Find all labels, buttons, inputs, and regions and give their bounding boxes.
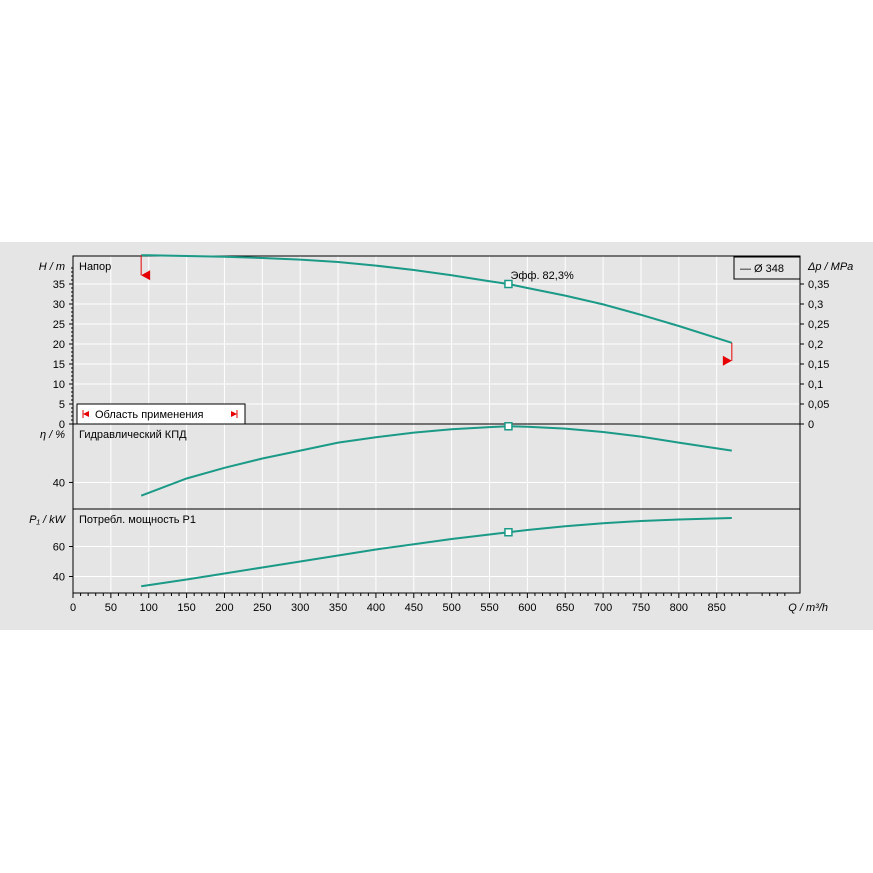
y-right-tick-label: 0,05: [808, 399, 829, 411]
legend-box: [733, 256, 801, 280]
y-tick-label: 20: [53, 339, 65, 351]
x-tick-label: 800: [670, 602, 688, 614]
y-axis-label: η / %: [40, 429, 65, 441]
y-right-tick-label: 0,25: [808, 319, 829, 331]
operating-point-marker: [504, 279, 513, 289]
legend-entry: — Ø 348: [740, 263, 784, 275]
application-range-box: Область применения: [76, 403, 246, 425]
x-tick-label: 650: [556, 602, 574, 614]
y-right-tick-label: 0,35: [808, 279, 829, 291]
performance-curve: [141, 254, 733, 344]
range-box-label: Область применения: [95, 409, 204, 421]
panel-title: Напор: [79, 261, 111, 273]
x-tick-label: 450: [405, 602, 423, 614]
y-right-tick-label: 0,2: [808, 339, 823, 351]
y-right-axis-label: Δp / MPa: [807, 261, 853, 273]
x-tick-label: 550: [480, 602, 498, 614]
chart-svg: 0 50 100 150 200 250 300 350 400 450 500 550 600 650 7…: [29, 254, 853, 614]
pump-curve-chart: 0 50 100 150 200 250 300 350 400 450 500 550 600 650 7…: [0, 242, 873, 630]
x-tick-label: 850: [708, 602, 726, 614]
performance-curve: [141, 517, 732, 588]
panel-title: Гидравлический КПД: [79, 429, 187, 441]
y-right-tick-label: 0: [808, 419, 814, 431]
x-tick-label: 300: [291, 602, 309, 614]
range-box-left-arrow: [83, 411, 89, 417]
x-tick-label: 500: [442, 602, 460, 614]
x-tick-label: 150: [177, 602, 195, 614]
y-tick-label: 10: [53, 379, 65, 391]
performance-curve: [140, 425, 732, 497]
range-limit-arrow: [722, 355, 732, 366]
y-tick-label: 40: [53, 572, 65, 584]
y-tick-label: 0: [59, 419, 65, 431]
y-right-tick-label: 0,3: [808, 299, 823, 311]
x-tick-label: 750: [632, 602, 650, 614]
x-tick-label: 600: [518, 602, 536, 614]
x-tick-label: 350: [329, 602, 347, 614]
legend: — Ø 348: [733, 256, 801, 280]
x-tick-label: 700: [594, 602, 612, 614]
y-axis-label: P₁ / kW: [29, 514, 66, 526]
range-limit-arrow: [141, 270, 151, 281]
operating-point-marker: [504, 422, 513, 431]
x-tick-label: 250: [253, 602, 271, 614]
x-tick-label: 400: [367, 602, 385, 614]
y-tick-label: 40: [53, 477, 65, 489]
x-axis-label: Q / m³/h: [788, 602, 828, 614]
y-right-tick-label: 0,1: [808, 379, 823, 391]
range-box-right-arrow: [231, 411, 237, 417]
x-tick-label: 50: [105, 602, 117, 614]
y-tick-label: 25: [53, 319, 65, 331]
y-tick-label: 60: [53, 542, 65, 554]
x-tick-label: 0: [70, 602, 76, 614]
y-tick-label: 15: [53, 359, 65, 371]
y-right-tick-label: 0,15: [808, 359, 829, 371]
panel-title: Потребл. мощность Р1: [79, 514, 196, 526]
y-tick-label: 35: [53, 279, 65, 291]
y-tick-label: 5: [59, 399, 65, 411]
y-tick-label: 30: [53, 299, 65, 311]
x-tick-label: 100: [140, 602, 158, 614]
efficiency-annotation: Эфф. 82,3%: [510, 270, 574, 282]
operating-point-marker: [504, 528, 513, 537]
y-axis-label: H / m: [39, 261, 65, 273]
x-tick-label: 200: [215, 602, 233, 614]
